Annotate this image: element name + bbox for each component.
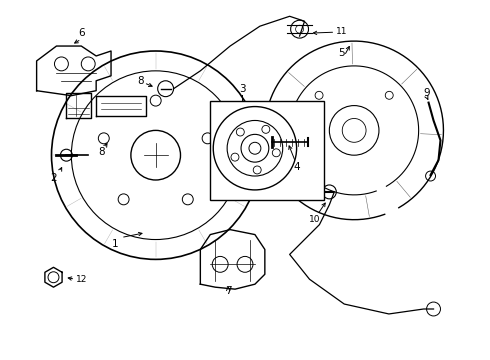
Text: 5: 5 — [338, 48, 344, 58]
Text: 7: 7 — [225, 286, 231, 296]
Text: 2: 2 — [50, 173, 57, 183]
Text: 1: 1 — [112, 239, 118, 249]
Text: 12: 12 — [75, 275, 87, 284]
Text: 6: 6 — [78, 28, 85, 38]
Text: 9: 9 — [423, 88, 430, 98]
Text: 8: 8 — [98, 147, 104, 157]
Text: 8: 8 — [138, 76, 144, 86]
Text: 10: 10 — [309, 215, 320, 224]
Text: 4: 4 — [294, 162, 300, 172]
Bar — [210, 100, 324, 200]
Text: 11: 11 — [336, 27, 347, 36]
Text: 3: 3 — [239, 84, 245, 94]
